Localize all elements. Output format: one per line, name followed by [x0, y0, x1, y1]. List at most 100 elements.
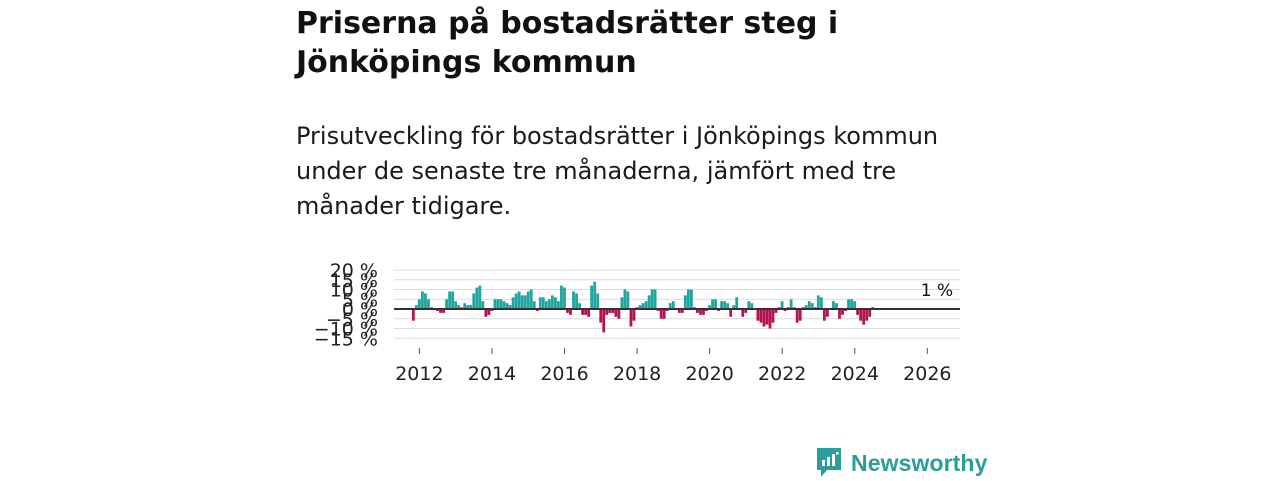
- y-tick-label: 0 %: [342, 299, 378, 321]
- y-tick-labels: 20 %15 %10 %5 %0 %−10 %−5 %−15 %: [314, 260, 378, 350]
- bar: [493, 299, 497, 309]
- bar: [804, 305, 808, 309]
- x-ticks: 2012 2014 2016 2018 2020 2022 2024 2026: [395, 348, 952, 385]
- bar: [557, 301, 560, 309]
- bar: [526, 291, 530, 309]
- chart-title: Priserna på bostadsrätter steg i Jönköpi…: [296, 6, 839, 80]
- bar: [421, 291, 424, 309]
- bar: [747, 301, 751, 309]
- bar: [532, 301, 536, 309]
- bar: [554, 297, 557, 309]
- bar: [762, 309, 766, 327]
- bar: [680, 309, 684, 313]
- bar: [478, 285, 482, 309]
- bar: [590, 285, 594, 309]
- bar: [819, 297, 823, 309]
- bar: [599, 309, 603, 323]
- bar: [632, 309, 636, 321]
- bar: [699, 309, 702, 315]
- bar: [451, 291, 455, 309]
- y-tick-label: 5 %: [342, 289, 378, 311]
- bar: [578, 303, 581, 309]
- bar: [466, 305, 470, 309]
- x-tick-label: 2022: [758, 363, 806, 385]
- bar: [671, 301, 675, 309]
- bar: [810, 303, 814, 309]
- data-label-latest: 1 %: [921, 281, 953, 301]
- bar: [726, 303, 730, 309]
- bar: [487, 309, 491, 315]
- bar: [505, 303, 509, 309]
- bar: [502, 301, 506, 309]
- bar: [511, 297, 515, 309]
- bar: [732, 305, 736, 309]
- bar: [566, 309, 569, 313]
- bar: [496, 299, 500, 309]
- chart-subtitle: Prisutveckling för bostadsrätter i Jönkö…: [296, 122, 939, 220]
- bar: [581, 309, 584, 315]
- bar: [560, 285, 563, 309]
- grid-lines: [394, 269, 960, 339]
- x-tick-label: 2018: [613, 363, 661, 385]
- bar: [826, 309, 829, 317]
- bar: [841, 309, 844, 315]
- bar: [584, 309, 588, 315]
- bar: [729, 309, 733, 317]
- bar: [469, 305, 473, 309]
- bar: [798, 309, 802, 321]
- bar: [575, 293, 578, 309]
- bar: [550, 295, 554, 309]
- bar: [647, 295, 651, 309]
- bar: [835, 303, 838, 309]
- bar: [611, 309, 615, 313]
- bar: [638, 305, 642, 309]
- bar: [862, 309, 866, 325]
- bar: [744, 309, 748, 313]
- bar: [514, 293, 518, 309]
- bar: [517, 291, 521, 309]
- bar: [424, 293, 427, 309]
- bar: [414, 305, 418, 309]
- bar: [816, 295, 820, 309]
- bar: [529, 289, 533, 309]
- x-tick-label: 2020: [685, 363, 733, 385]
- bar: [541, 297, 545, 309]
- y-tick-label: 10 %: [330, 280, 378, 302]
- bar: [520, 295, 524, 309]
- bar: [668, 303, 672, 309]
- bar: [683, 295, 687, 309]
- bar: [454, 301, 458, 309]
- bar: [662, 309, 666, 319]
- y-tick-label: 15 %: [330, 270, 378, 292]
- bar: [523, 295, 527, 309]
- brand-logo: Newsworthy: [815, 445, 987, 481]
- bar: [750, 303, 754, 309]
- bar: [508, 305, 512, 309]
- bar: [850, 299, 853, 309]
- bar: [608, 309, 612, 313]
- bar: [463, 303, 467, 309]
- bar: [569, 309, 572, 315]
- bar: [723, 301, 727, 309]
- y-tick-label: −10 %: [314, 319, 378, 341]
- bar: [756, 309, 760, 321]
- bar: [641, 303, 645, 309]
- y-tick-label: −15 %: [314, 328, 378, 350]
- bar: [484, 309, 488, 317]
- bar: [644, 301, 648, 309]
- brand-name: Newsworthy: [851, 449, 988, 476]
- bar: [538, 297, 542, 309]
- bar: [677, 309, 681, 313]
- bar: [696, 309, 699, 313]
- y-tick-label: 20 %: [330, 260, 378, 282]
- bar-chart: 20 %15 %10 %5 %0 %−10 %−5 %−15 % 2012 201…: [314, 260, 960, 385]
- bar: [838, 309, 841, 319]
- bar: [868, 309, 872, 317]
- bar: [587, 309, 591, 317]
- bar: [614, 309, 618, 317]
- bar: [759, 309, 763, 323]
- bar: [714, 299, 717, 309]
- bar: [711, 299, 714, 309]
- bar: [735, 297, 739, 309]
- bar: [481, 301, 485, 309]
